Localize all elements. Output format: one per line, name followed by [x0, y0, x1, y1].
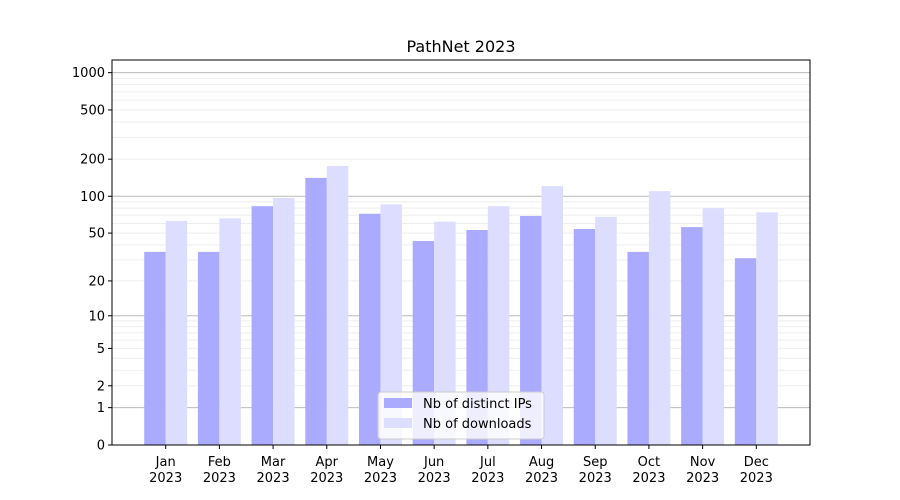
- bar-downloads: [648, 191, 671, 445]
- bar-downloads: [434, 221, 456, 445]
- bar-downloads: [326, 166, 349, 445]
- x-tick-label: 2023: [579, 471, 612, 486]
- bar-downloads: [380, 204, 402, 445]
- x-tick-label: 2023: [740, 471, 773, 486]
- x-tick-label: Apr: [316, 455, 339, 470]
- legend-label: Nb of distinct IPs: [423, 397, 532, 412]
- bar-distinct-ips: [358, 213, 381, 445]
- x-tick-label: Aug: [529, 455, 554, 470]
- bar-distinct-ips: [627, 251, 649, 445]
- x-tick-label: 2023: [257, 471, 290, 486]
- x-tick-label: 2023: [310, 471, 343, 486]
- x-tick-label: 2023: [418, 471, 451, 486]
- x-tick-label: 2023: [632, 471, 665, 486]
- bar-downloads: [702, 208, 725, 445]
- y-tick-label: 2: [97, 379, 105, 394]
- x-tick-label: May: [367, 455, 394, 470]
- x-tick-label: Jun: [423, 455, 444, 470]
- y-tick-label: 50: [88, 227, 105, 242]
- x-tick-label: 2023: [471, 471, 504, 486]
- x-tick-label: 2023: [525, 471, 558, 486]
- y-tick-label: 1: [97, 401, 105, 416]
- y-tick-label: 200: [80, 153, 105, 168]
- bar-distinct-ips: [573, 229, 596, 445]
- bar-downloads: [273, 197, 295, 445]
- legend-swatch: [384, 418, 412, 428]
- legend-box: [377, 391, 545, 440]
- bar-distinct-ips: [466, 230, 488, 445]
- bar-downloads: [595, 216, 617, 445]
- plot-frame: [111, 59, 811, 446]
- x-tick-label: 2023: [203, 471, 236, 486]
- y-tick-label: 1000: [72, 66, 105, 81]
- x-tick-label: Oct: [638, 455, 660, 470]
- y-tick-label: 20: [88, 274, 105, 289]
- bar-downloads: [487, 206, 510, 445]
- x-tick-label: Dec: [744, 455, 769, 470]
- y-tick-label: 100: [80, 190, 105, 205]
- x-tick-label: Nov: [690, 455, 716, 470]
- bar-distinct-ips: [305, 177, 327, 446]
- x-tick-label: Feb: [208, 455, 231, 470]
- x-tick-label: 2023: [686, 471, 719, 486]
- y-tick-label: 500: [80, 103, 105, 118]
- y-axis: 0 1 2 5 10 20 50 100 200 500 1000: [72, 66, 112, 454]
- x-tick-label: 2023: [364, 471, 397, 486]
- bar-distinct-ips: [681, 227, 703, 445]
- y-tick-label: 10: [88, 309, 105, 324]
- legend-swatch: [384, 398, 412, 408]
- bar-distinct-ips: [251, 206, 274, 445]
- legend-label: Nb of downloads: [423, 417, 532, 432]
- x-tick-label: Jul: [479, 455, 496, 470]
- legend: Nb of distinct IPs Nb of downloads: [377, 391, 545, 440]
- y-tick-label: 0: [97, 439, 105, 454]
- bar-distinct-ips: [734, 258, 757, 445]
- bar-distinct-ips: [520, 216, 542, 445]
- x-tick-label: 2023: [149, 471, 182, 486]
- bar-downloads: [219, 218, 241, 445]
- y-tick-label: 5: [97, 342, 105, 357]
- bar-distinct-ips: [197, 251, 220, 445]
- x-tick-label: Sep: [583, 455, 608, 470]
- bar-downloads: [541, 186, 564, 445]
- bar-downloads: [756, 212, 778, 445]
- bar-distinct-ips: [144, 251, 166, 445]
- bar-downloads: [165, 220, 188, 445]
- x-tick-label: Jan: [155, 455, 176, 470]
- x-tick-label: Mar: [261, 455, 286, 470]
- x-axis: Jan2023Feb2023Mar2023Apr2023May2023Jun20…: [149, 445, 773, 486]
- chart-title: PathNet 2023: [406, 37, 515, 56]
